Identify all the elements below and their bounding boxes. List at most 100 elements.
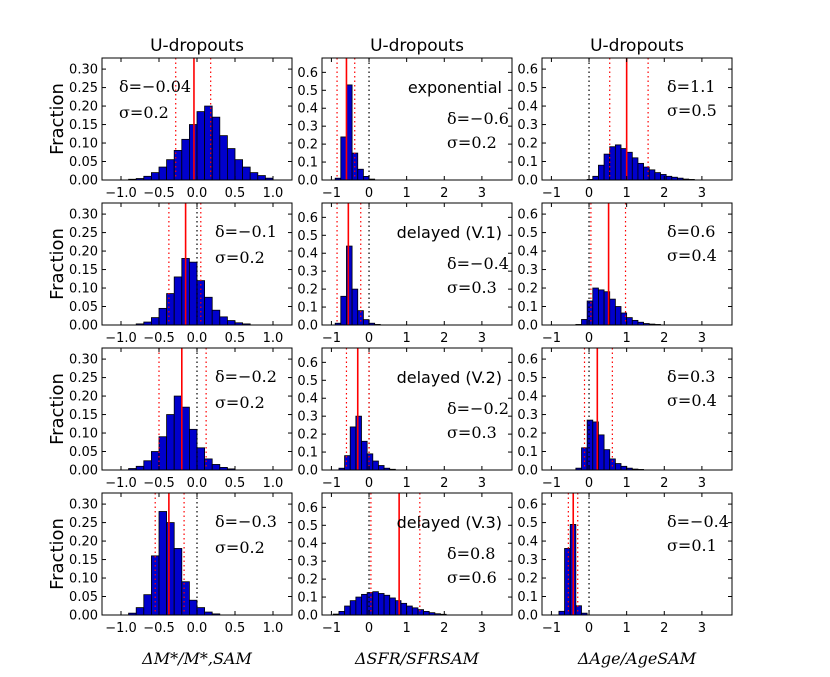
histogram-bar — [211, 309, 221, 326]
histogram-bar — [654, 172, 661, 181]
x-tick-label: 1 — [403, 331, 411, 346]
x-tick-label: 0.0 — [187, 331, 208, 346]
x-tick-label: 1 — [403, 186, 411, 201]
x-tick-label: 2 — [440, 186, 448, 201]
histogram-bar — [344, 455, 351, 471]
axes-frame — [321, 347, 513, 471]
y-tick-label: 0.00 — [69, 609, 98, 624]
x-tick-label: 1.0 — [263, 331, 284, 346]
histogram-bar — [196, 111, 205, 181]
histogram-bar — [581, 319, 588, 326]
histogram-bar — [181, 581, 190, 616]
delta-annotation: δ=−0.3 — [215, 512, 277, 531]
x-tick-label: 0.5 — [225, 186, 246, 201]
y-tick-label: 0.5 — [517, 371, 538, 386]
x-tick-label: 3 — [698, 331, 706, 346]
x-tick-label: 1.0 — [263, 476, 284, 491]
sigma-annotation: σ=0.4 — [667, 246, 717, 265]
histogram-bar — [188, 428, 198, 471]
histogram-bar — [614, 463, 622, 471]
x-tick-label: 1 — [623, 476, 631, 491]
histogram-bar — [603, 449, 611, 471]
y-tick-label: 0.0 — [297, 609, 318, 624]
x-tick-label: 3 — [698, 621, 706, 636]
x-tick-label: 1.0 — [263, 186, 284, 201]
sigma-annotation: σ=0.1 — [667, 536, 717, 555]
x-tick-label: 0 — [585, 621, 593, 636]
y-tick-label: 0.20 — [69, 535, 98, 550]
x-axis-label: ΔAge/AgeSAM — [577, 649, 697, 668]
y-tick-label: 0.3 — [297, 120, 318, 135]
histogram-bar — [598, 289, 605, 326]
y-tick-label: 0.1 — [517, 300, 538, 315]
y-tick-label: 0.0 — [517, 609, 538, 624]
x-tick-label: 3 — [478, 186, 486, 201]
x-tick-label: −1.0 — [105, 186, 137, 201]
y-tick-label: 0.4 — [517, 390, 538, 405]
y-tick-label: 0.3 — [517, 118, 538, 133]
histogram-bar — [423, 611, 430, 616]
axes-frame — [541, 347, 733, 471]
histogram-bar — [598, 434, 605, 471]
delta-annotation: δ=−0.04 — [119, 77, 191, 96]
y-tick-label: 0.30 — [69, 498, 98, 513]
x-tick-label: 0 — [365, 186, 373, 201]
y-tick-label: 0.05 — [69, 155, 98, 170]
x-tick-label: 3 — [478, 476, 486, 491]
y-tick-label: 0.4 — [297, 247, 318, 262]
y-tick-label: 0.05 — [69, 590, 98, 605]
x-tick-label: −0.5 — [143, 621, 175, 636]
histogram-bar — [406, 605, 413, 616]
model-label: delayed (V.2) — [397, 368, 502, 387]
y-tick-label: 0.0 — [297, 174, 318, 189]
y-tick-label: 0.4 — [517, 100, 538, 115]
histogram-bar — [211, 464, 221, 471]
histogram-bar — [620, 465, 628, 471]
y-tick-label: 0.1 — [517, 445, 538, 460]
histogram-bar — [631, 319, 639, 326]
histogram-bar — [355, 415, 362, 471]
column-title: U-dropouts — [150, 36, 244, 56]
histogram-bar — [389, 597, 396, 616]
histogram-bar — [234, 159, 243, 181]
x-tick-label: 0.5 — [225, 476, 246, 491]
histogram-bar — [361, 440, 368, 471]
y-tick-label: 0.20 — [69, 245, 98, 260]
y-tick-label: 0.3 — [297, 265, 318, 280]
axes-frame — [321, 202, 513, 326]
histogram-bar — [357, 310, 364, 326]
histogram-bar — [158, 307, 167, 326]
y-axis-label: Fraction — [47, 373, 68, 445]
histogram-bar — [158, 436, 167, 471]
histogram-bar — [242, 166, 251, 181]
histogram-bar — [394, 600, 402, 616]
x-tick-label: 0 — [585, 186, 593, 201]
histogram-bar — [400, 602, 408, 616]
histogram-bar — [257, 175, 266, 181]
y-tick-label: 0.5 — [297, 374, 318, 389]
x-tick-label: 3 — [698, 476, 706, 491]
x-tick-label: 3 — [478, 621, 486, 636]
y-tick-label: 0.15 — [69, 263, 98, 278]
x-tick-label: −0.5 — [143, 476, 175, 491]
y-axis-label: Fraction — [47, 518, 68, 590]
histogram-bar — [660, 174, 667, 181]
column-title: U-dropouts — [370, 36, 464, 56]
y-tick-label: 0.2 — [517, 427, 538, 442]
histogram-bar — [362, 319, 370, 326]
y-tick-label: 0.1 — [297, 446, 318, 461]
y-tick-label: 0.10 — [69, 282, 98, 297]
y-tick-label: 0.25 — [69, 81, 98, 96]
x-tick-label: 0.0 — [187, 476, 208, 491]
x-axis-label: ΔSFR/SFRSAM — [354, 649, 480, 668]
sigma-annotation: σ=0.2 — [215, 393, 265, 412]
y-tick-label: 0.05 — [69, 445, 98, 460]
x-tick-label: 2 — [440, 621, 448, 636]
histogram-bar — [226, 148, 236, 181]
histogram-bar — [181, 406, 190, 471]
x-tick-label: −1 — [322, 476, 341, 491]
histogram-bar — [158, 166, 167, 181]
y-tick-label: 0.5 — [517, 516, 538, 531]
x-tick-label: −1.0 — [105, 476, 137, 491]
y-tick-label: 0.4 — [517, 245, 538, 260]
